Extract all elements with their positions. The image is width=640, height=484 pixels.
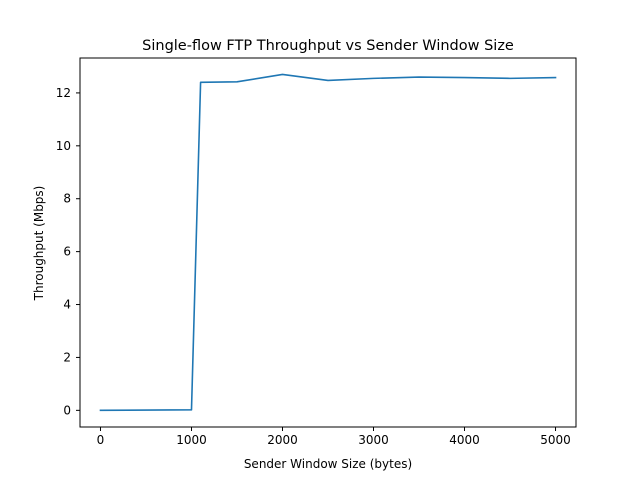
x-tick-label: 0 (97, 433, 105, 447)
x-axis-label: Sender Window Size (bytes) (244, 457, 412, 471)
x-tick-label: 5000 (540, 433, 571, 447)
y-tick-label: 4 (63, 298, 71, 312)
series-line (99, 73, 557, 412)
y-tick-label: 6 (63, 245, 71, 259)
y-tick-label: 8 (63, 192, 71, 206)
y-tick-label: 2 (63, 350, 71, 364)
x-tick-label: 1000 (176, 433, 207, 447)
x-tick-label: 2000 (267, 433, 298, 447)
y-tick-label: 10 (56, 139, 71, 153)
y-tick-label: 0 (63, 403, 71, 417)
plot-area-frame (79, 57, 577, 428)
x-tick-label: 4000 (449, 433, 480, 447)
y-axis-label: Throughput (Mbps) (32, 186, 46, 302)
x-tick-label: 3000 (358, 433, 389, 447)
series-layer (99, 73, 557, 412)
axis-ticks: 0 1000 2000 3000 4000 5000 0 2 4 6 8 10 12 (56, 86, 571, 447)
chart-title: Single-flow FTP Throughput vs Sender Win… (142, 38, 514, 54)
y-tick-label: 12 (56, 86, 71, 100)
